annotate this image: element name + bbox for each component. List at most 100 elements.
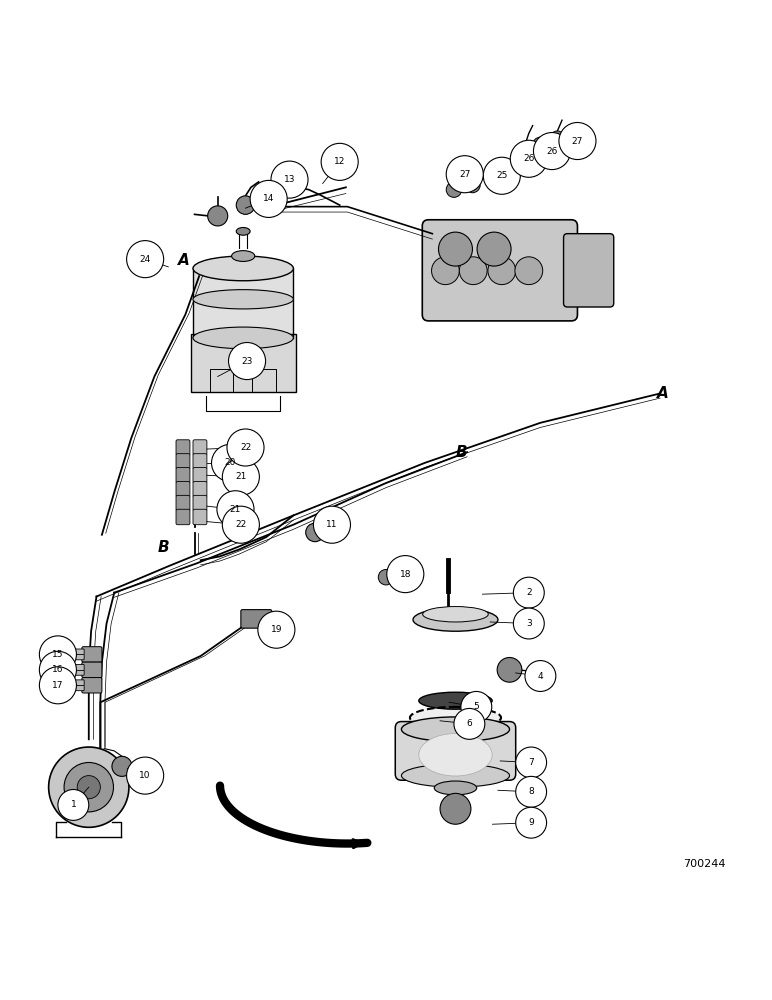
Circle shape xyxy=(513,608,544,639)
Circle shape xyxy=(77,776,100,799)
Ellipse shape xyxy=(236,227,250,235)
FancyBboxPatch shape xyxy=(82,678,102,693)
Text: 22: 22 xyxy=(235,520,246,529)
Text: 21: 21 xyxy=(235,472,246,481)
FancyBboxPatch shape xyxy=(422,220,577,321)
Text: 15: 15 xyxy=(52,650,63,659)
Text: 5: 5 xyxy=(473,702,479,711)
FancyBboxPatch shape xyxy=(75,680,84,691)
Ellipse shape xyxy=(401,717,510,742)
Circle shape xyxy=(550,131,565,146)
Text: 700244: 700244 xyxy=(683,859,726,869)
FancyBboxPatch shape xyxy=(82,662,102,678)
Circle shape xyxy=(64,762,113,812)
FancyBboxPatch shape xyxy=(75,664,84,675)
Circle shape xyxy=(477,232,511,266)
Circle shape xyxy=(222,458,259,495)
Ellipse shape xyxy=(193,327,293,349)
Circle shape xyxy=(488,257,516,285)
FancyBboxPatch shape xyxy=(241,610,272,628)
Text: 1: 1 xyxy=(70,800,76,809)
Text: 26: 26 xyxy=(547,147,557,156)
Text: 11: 11 xyxy=(327,520,337,529)
Ellipse shape xyxy=(193,256,293,281)
Circle shape xyxy=(387,556,424,593)
Text: 27: 27 xyxy=(572,137,583,146)
Ellipse shape xyxy=(423,607,488,622)
Text: 22: 22 xyxy=(240,443,251,452)
Text: 8: 8 xyxy=(528,787,534,796)
Circle shape xyxy=(267,180,286,199)
Circle shape xyxy=(516,747,547,778)
Circle shape xyxy=(39,651,76,688)
Circle shape xyxy=(112,756,132,776)
FancyBboxPatch shape xyxy=(193,495,207,511)
FancyBboxPatch shape xyxy=(75,649,84,660)
Circle shape xyxy=(440,793,471,824)
Circle shape xyxy=(378,569,394,585)
FancyBboxPatch shape xyxy=(176,454,190,469)
Circle shape xyxy=(321,143,358,180)
Circle shape xyxy=(258,611,295,648)
Text: 9: 9 xyxy=(528,818,534,827)
Ellipse shape xyxy=(410,707,501,729)
Text: 3: 3 xyxy=(526,619,532,628)
Text: 19: 19 xyxy=(271,625,282,634)
Text: 10: 10 xyxy=(140,771,151,780)
Text: 25: 25 xyxy=(496,171,507,180)
Ellipse shape xyxy=(401,764,510,787)
Ellipse shape xyxy=(193,290,293,309)
FancyBboxPatch shape xyxy=(191,334,296,392)
Text: 24: 24 xyxy=(140,255,151,264)
Circle shape xyxy=(127,241,164,278)
Text: B: B xyxy=(455,445,468,460)
FancyBboxPatch shape xyxy=(176,468,190,483)
Circle shape xyxy=(533,133,571,170)
Circle shape xyxy=(525,661,556,691)
Text: 6: 6 xyxy=(466,719,472,728)
Circle shape xyxy=(313,506,350,543)
Circle shape xyxy=(527,156,542,172)
Circle shape xyxy=(533,137,548,153)
Text: 23: 23 xyxy=(242,357,252,366)
Text: 13: 13 xyxy=(284,175,295,184)
Circle shape xyxy=(483,157,520,194)
Text: 4: 4 xyxy=(537,672,543,681)
Circle shape xyxy=(217,491,254,528)
Circle shape xyxy=(559,122,596,160)
Text: 7: 7 xyxy=(528,758,534,767)
Text: A: A xyxy=(656,386,669,401)
Circle shape xyxy=(459,257,487,285)
Circle shape xyxy=(306,523,324,542)
FancyBboxPatch shape xyxy=(564,234,614,307)
Text: B: B xyxy=(157,540,170,555)
Text: 16: 16 xyxy=(52,665,63,674)
Circle shape xyxy=(516,776,547,807)
Circle shape xyxy=(486,170,502,185)
Circle shape xyxy=(564,141,579,156)
Circle shape xyxy=(497,657,522,682)
Circle shape xyxy=(515,257,543,285)
FancyBboxPatch shape xyxy=(82,647,102,662)
Circle shape xyxy=(446,156,483,193)
Circle shape xyxy=(454,708,485,739)
Ellipse shape xyxy=(413,608,498,631)
Circle shape xyxy=(516,807,547,838)
Polygon shape xyxy=(193,268,293,338)
FancyBboxPatch shape xyxy=(193,440,207,455)
Circle shape xyxy=(49,747,129,827)
Circle shape xyxy=(227,429,264,466)
Circle shape xyxy=(127,757,164,794)
Circle shape xyxy=(432,257,459,285)
Circle shape xyxy=(222,506,259,543)
Ellipse shape xyxy=(232,251,255,261)
FancyBboxPatch shape xyxy=(395,722,516,780)
Circle shape xyxy=(465,177,480,193)
Circle shape xyxy=(212,444,249,481)
FancyBboxPatch shape xyxy=(193,509,207,525)
Circle shape xyxy=(250,180,287,217)
Circle shape xyxy=(236,196,255,214)
Circle shape xyxy=(446,182,462,197)
Text: 26: 26 xyxy=(523,154,534,163)
Ellipse shape xyxy=(418,692,493,709)
